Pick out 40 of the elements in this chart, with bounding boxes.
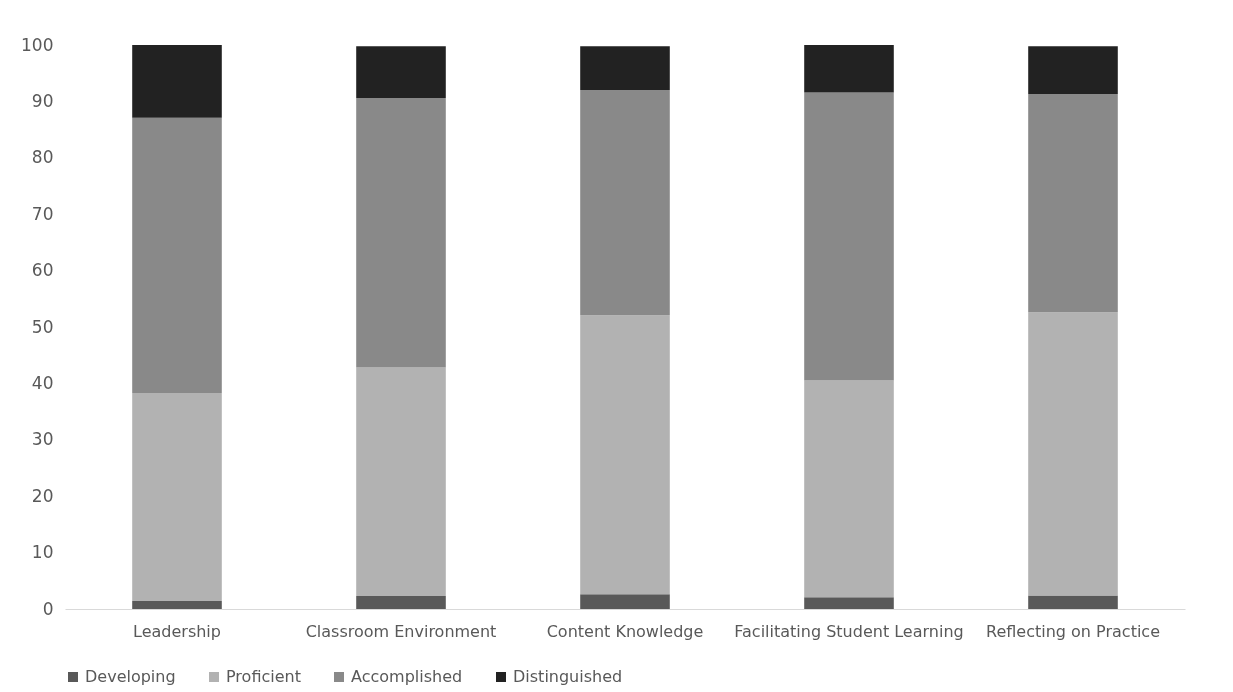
bar	[132, 117, 222, 393]
y-tick-label: 80	[31, 147, 54, 168]
x-tick-label: Facilitating Student Learning	[734, 621, 964, 641]
y-tick-label: 0	[42, 598, 54, 619]
x-tick-label: Content Knowledge	[546, 621, 704, 641]
bar	[132, 45, 222, 118]
bar	[1028, 94, 1118, 313]
y-tick-label: 40	[31, 372, 54, 393]
bar	[580, 90, 670, 316]
bar	[580, 315, 670, 595]
legend-label: Proficient	[226, 667, 301, 686]
x-tick-label: Leadership	[133, 621, 221, 641]
y-tick-label: 20	[31, 485, 54, 506]
bar	[1028, 312, 1118, 596]
y-tick-label: 10	[31, 542, 54, 563]
y-tick-label: 100	[21, 34, 54, 55]
bar	[804, 597, 894, 609]
y-tick-label: 50	[31, 316, 54, 337]
bar	[132, 601, 222, 609]
bar	[356, 98, 446, 368]
bar	[1028, 46, 1118, 95]
bar	[132, 392, 222, 602]
x-tick-label: Classroom Environment	[305, 621, 497, 641]
legend-label: Developing	[85, 667, 176, 686]
bar	[580, 594, 670, 609]
bar	[804, 45, 894, 93]
bar	[804, 92, 894, 381]
y-tick-label: 70	[31, 203, 54, 224]
bar	[1028, 595, 1118, 609]
bar	[356, 596, 446, 609]
bar	[580, 46, 670, 91]
x-tick-label: Reflecting on Practice	[986, 621, 1160, 641]
y-tick-label: 90	[31, 90, 54, 111]
legend-label: Accomplished	[351, 667, 463, 686]
y-tick-label: 60	[31, 260, 54, 281]
y-tick-label: 30	[31, 429, 54, 450]
bar	[356, 46, 446, 99]
bar	[356, 367, 446, 597]
bar	[804, 380, 894, 598]
legend-label: Distinguished	[513, 667, 623, 686]
